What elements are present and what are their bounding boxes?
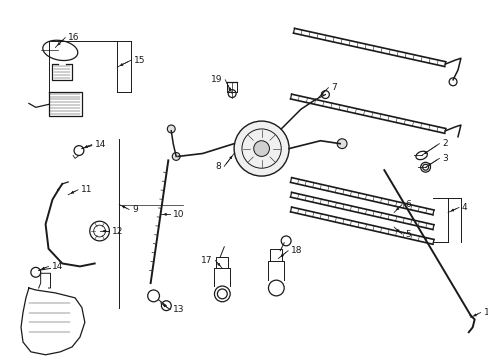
Circle shape	[253, 141, 269, 157]
Text: 10: 10	[173, 210, 184, 219]
Text: 16: 16	[68, 33, 80, 42]
Text: 2: 2	[441, 139, 447, 148]
Text: 4: 4	[461, 203, 467, 212]
Text: 11: 11	[81, 185, 92, 194]
Text: 15: 15	[134, 56, 145, 65]
Text: 14: 14	[51, 262, 63, 271]
Text: 6: 6	[404, 200, 410, 209]
Text: 17: 17	[201, 256, 212, 265]
Text: 9: 9	[132, 205, 138, 214]
Circle shape	[90, 221, 109, 241]
Text: 3: 3	[441, 154, 447, 163]
Circle shape	[234, 121, 288, 176]
Circle shape	[337, 139, 346, 149]
Text: 1: 1	[483, 308, 488, 317]
Text: 13: 13	[173, 305, 184, 314]
Circle shape	[172, 153, 180, 160]
Ellipse shape	[43, 40, 78, 60]
Circle shape	[167, 125, 175, 133]
Text: 7: 7	[331, 83, 336, 92]
Text: 14: 14	[95, 140, 106, 149]
Text: 12: 12	[112, 226, 123, 235]
Text: 5: 5	[404, 230, 410, 239]
Text: 8: 8	[215, 162, 221, 171]
Text: 19: 19	[210, 75, 222, 84]
Text: 18: 18	[290, 246, 302, 255]
